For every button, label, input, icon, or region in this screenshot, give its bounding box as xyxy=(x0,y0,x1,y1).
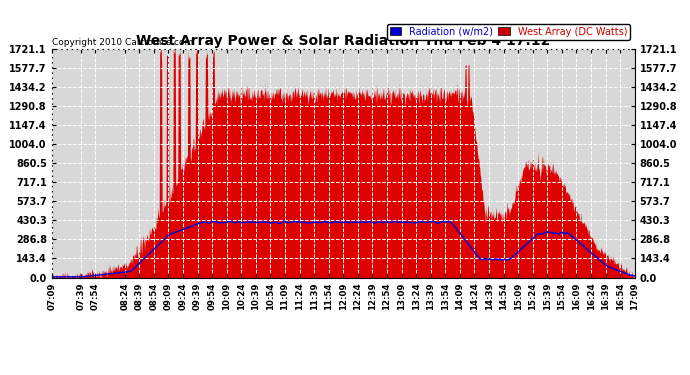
Title: West Array Power & Solar Radiation Thu Feb 4 17:12: West Array Power & Solar Radiation Thu F… xyxy=(136,34,551,48)
Text: Copyright 2010 Cartronics.com: Copyright 2010 Cartronics.com xyxy=(52,39,193,48)
Legend: Radiation (w/m2), West Array (DC Watts): Radiation (w/m2), West Array (DC Watts) xyxy=(387,24,630,40)
